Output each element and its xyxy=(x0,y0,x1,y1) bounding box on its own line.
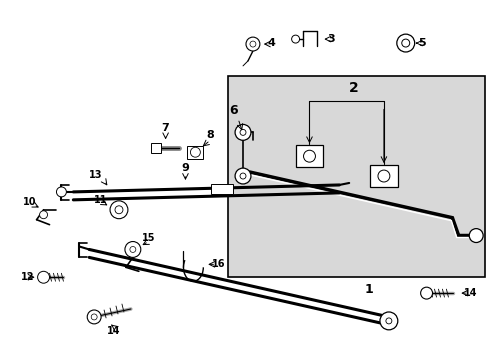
Circle shape xyxy=(468,229,482,243)
Circle shape xyxy=(56,187,66,197)
Text: 6: 6 xyxy=(228,104,237,117)
Circle shape xyxy=(401,39,409,47)
Circle shape xyxy=(235,125,250,140)
Circle shape xyxy=(38,271,49,283)
Text: 1: 1 xyxy=(364,283,373,296)
Text: 2: 2 xyxy=(348,81,358,95)
Bar xyxy=(295,145,323,167)
Text: 14: 14 xyxy=(463,288,476,298)
Text: 4: 4 xyxy=(267,38,275,48)
Bar xyxy=(228,76,484,277)
Circle shape xyxy=(303,150,315,162)
Text: 16: 16 xyxy=(211,259,224,269)
Text: 14: 14 xyxy=(107,326,121,336)
Circle shape xyxy=(130,247,136,252)
Circle shape xyxy=(240,173,245,179)
Text: 8: 8 xyxy=(206,130,214,140)
Text: 7: 7 xyxy=(162,123,169,134)
Circle shape xyxy=(91,314,97,320)
Circle shape xyxy=(240,129,245,135)
Text: 9: 9 xyxy=(181,163,189,173)
Circle shape xyxy=(420,287,432,299)
Text: 5: 5 xyxy=(417,38,425,48)
Circle shape xyxy=(379,312,397,330)
Text: 15: 15 xyxy=(142,233,155,243)
Circle shape xyxy=(245,37,259,51)
Bar xyxy=(150,143,161,153)
Circle shape xyxy=(124,242,141,257)
Bar xyxy=(187,146,203,159)
Circle shape xyxy=(190,147,200,157)
Circle shape xyxy=(115,206,122,214)
Circle shape xyxy=(249,41,255,47)
Circle shape xyxy=(377,170,389,182)
Circle shape xyxy=(87,310,101,324)
Circle shape xyxy=(110,201,128,219)
Circle shape xyxy=(291,35,299,43)
Text: 13: 13 xyxy=(89,170,102,180)
Circle shape xyxy=(235,168,250,184)
Bar xyxy=(369,165,397,187)
Bar xyxy=(211,184,233,194)
Text: 3: 3 xyxy=(327,34,334,44)
Circle shape xyxy=(385,318,391,324)
Text: 11: 11 xyxy=(94,195,108,205)
Circle shape xyxy=(396,34,414,52)
Circle shape xyxy=(40,211,47,219)
Text: 10: 10 xyxy=(23,197,36,207)
Text: 12: 12 xyxy=(21,272,34,282)
